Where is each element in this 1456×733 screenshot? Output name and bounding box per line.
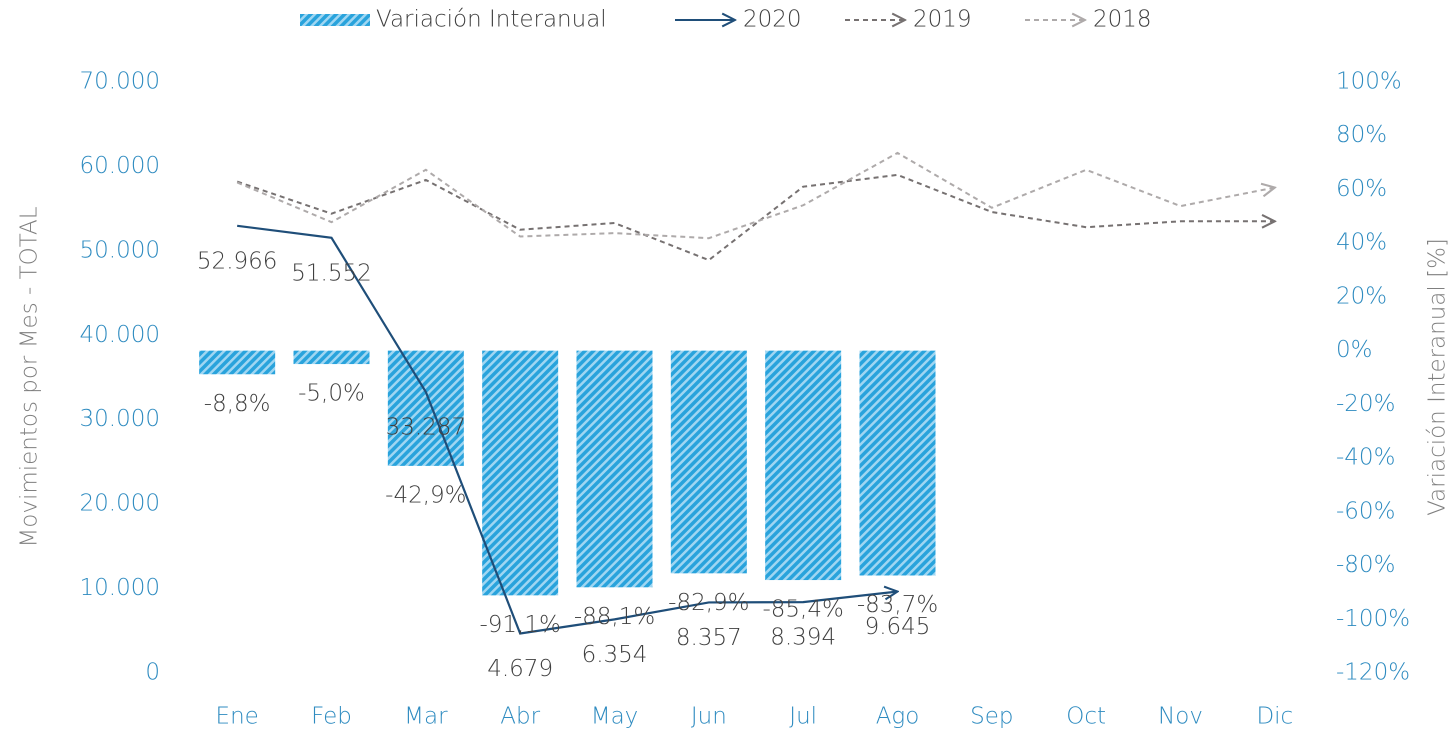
y-tick-label: 50.000 xyxy=(80,237,160,263)
y2-tick-label: -80% xyxy=(1336,552,1395,578)
line-series xyxy=(236,151,1275,240)
y2-tick-label: -60% xyxy=(1336,498,1395,524)
data-label: 9.645 xyxy=(865,614,931,640)
x-tick-label: Dic xyxy=(1256,704,1293,730)
data-label: 33.287 xyxy=(386,414,466,440)
y-tick-label: 20.000 xyxy=(80,491,160,517)
y2-tick-label: -120% xyxy=(1336,660,1410,686)
bar xyxy=(199,350,276,375)
data-label: -82,9% xyxy=(668,590,749,616)
y-axis-title: Movimientos por Mes - TOTAL xyxy=(17,206,43,547)
data-label: -91,1% xyxy=(479,612,560,638)
x-tick-label: Nov xyxy=(1158,704,1203,730)
data-label: -83,7% xyxy=(857,592,938,618)
line-series xyxy=(236,173,1275,262)
legend-swatch xyxy=(300,14,370,26)
y2-tick-label: 100% xyxy=(1336,69,1402,95)
data-label: -42,9% xyxy=(385,482,466,508)
bar xyxy=(387,350,464,466)
bar xyxy=(576,350,653,588)
y2-tick-label: 60% xyxy=(1336,176,1387,202)
bar xyxy=(765,350,842,581)
y2-tick-label: 40% xyxy=(1336,230,1387,256)
data-label: -85,4% xyxy=(762,597,843,623)
x-tick-label: Ene xyxy=(216,704,259,730)
y2-axis-title: Variación Interanual [%] xyxy=(1425,238,1451,516)
y-tick-label: 10.000 xyxy=(80,575,160,601)
y2-tick-label: 20% xyxy=(1336,283,1387,309)
data-label: -5,0% xyxy=(298,381,365,407)
legend-label: 2020 xyxy=(743,7,802,33)
x-tick-label: May xyxy=(591,704,639,730)
legend-label: 2018 xyxy=(1093,7,1152,33)
data-label: 52.966 xyxy=(197,248,277,274)
y-tick-label: 0 xyxy=(145,660,160,686)
bar xyxy=(482,350,559,596)
data-label: -88,1% xyxy=(574,604,655,630)
y2-tick-label: 0% xyxy=(1336,337,1373,363)
data-label: 51.552 xyxy=(291,260,371,286)
y-tick-label: 60.000 xyxy=(80,153,160,179)
legend-label: Variación Interanual xyxy=(376,7,607,33)
x-tick-label: Mar xyxy=(404,704,448,730)
bar xyxy=(859,350,936,576)
y2-tick-label: -40% xyxy=(1336,445,1395,471)
data-label: -8,8% xyxy=(204,391,271,417)
data-label: 8.357 xyxy=(676,625,742,651)
x-tick-label: Sep xyxy=(970,704,1013,730)
y-tick-label: 70.000 xyxy=(80,69,160,95)
line-series xyxy=(237,224,897,635)
x-tick-label: Abr xyxy=(500,704,540,730)
legend-label: 2019 xyxy=(913,7,972,33)
y2-tick-label: -100% xyxy=(1336,606,1410,632)
bar xyxy=(670,350,747,574)
y-tick-label: 40.000 xyxy=(80,322,160,348)
y-tick-label: 30.000 xyxy=(80,406,160,432)
y2-tick-label: -20% xyxy=(1336,391,1395,417)
x-tick-label: Jul xyxy=(789,704,817,730)
y2-tick-label: 80% xyxy=(1336,122,1387,148)
data-label: 8.394 xyxy=(770,625,836,651)
data-label: 6.354 xyxy=(582,642,648,668)
x-tick-label: Jun xyxy=(691,704,727,730)
bar xyxy=(293,350,370,365)
x-tick-label: Ago xyxy=(876,704,920,730)
x-tick-label: Feb xyxy=(311,704,352,730)
data-label: 4.679 xyxy=(487,656,553,682)
x-tick-label: Oct xyxy=(1066,704,1106,730)
